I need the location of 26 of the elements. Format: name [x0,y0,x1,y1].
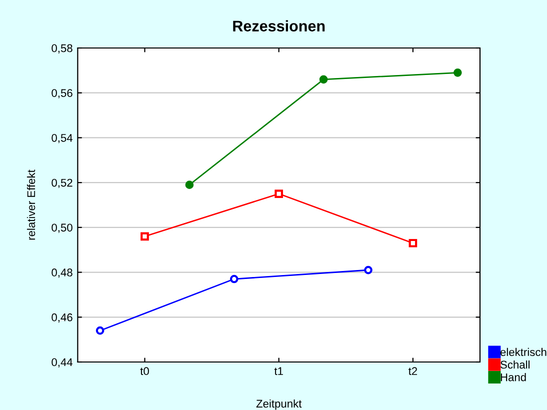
y-tick-label: 0,50 [52,224,72,233]
point [364,266,372,274]
legend-label: Hand [500,373,526,382]
point [140,232,149,241]
x-axis-title: Zeitpunkt [256,399,302,410]
x-tick-label: t2 [408,367,418,375]
legend-label: elektrisch [500,348,546,356]
point [408,238,418,248]
y-axis-title: relativer Effekt [26,170,36,240]
y-tick-label: 0,58 [52,44,72,54]
y-tick-label: 0,46 [52,313,72,323]
point [96,326,104,335]
y-tick-label: 0,56 [52,89,72,98]
chart-title: Rezessionen [233,20,325,32]
point [274,190,284,198]
point [453,68,462,77]
legend-label: Schall [500,360,530,369]
y-tick-label: 0,48 [52,268,72,278]
x-tick-label: t0 [140,367,149,376]
y-tick-label: 0,54 [52,134,73,144]
x-tick-label: t1 [274,367,283,375]
point [319,75,328,84]
point [230,274,238,284]
y-tick-label: 0,44 [52,358,73,368]
point [185,180,194,189]
y-tick-label: 0,52 [52,178,72,188]
